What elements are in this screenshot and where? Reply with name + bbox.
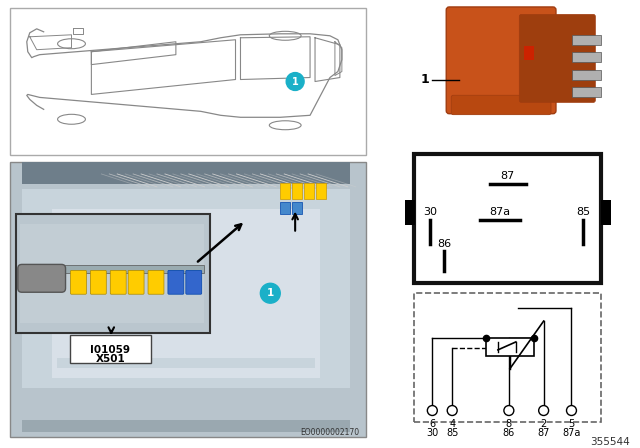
Bar [20,224,204,323]
Bar [524,46,534,60]
Bar [572,87,600,97]
Text: 4: 4 [449,419,455,430]
Text: 1: 1 [292,77,298,86]
Text: 87a: 87a [563,428,580,439]
Text: 87a: 87a [490,207,511,217]
Text: 85: 85 [446,428,458,439]
Bar [16,214,210,333]
Text: 87: 87 [500,171,515,181]
Bar [486,338,534,356]
Circle shape [566,405,577,415]
FancyBboxPatch shape [128,270,144,294]
Bar [52,209,320,378]
Text: 5: 5 [568,419,575,430]
Text: 1: 1 [420,73,429,86]
FancyBboxPatch shape [446,7,556,114]
Text: 85: 85 [577,207,591,217]
Bar [415,154,602,283]
Bar [22,189,350,388]
Bar [10,8,365,155]
FancyBboxPatch shape [18,264,65,292]
Circle shape [260,283,280,303]
Bar [316,183,326,199]
Circle shape [428,405,437,415]
FancyBboxPatch shape [451,95,551,115]
FancyBboxPatch shape [519,14,595,103]
Text: 86: 86 [503,428,515,439]
Bar [292,202,302,214]
Bar [56,358,315,368]
Text: 30: 30 [426,428,438,439]
Circle shape [504,405,514,415]
Bar [22,162,350,184]
Text: 30: 30 [423,207,437,217]
Text: 1: 1 [267,288,274,298]
Bar [572,69,600,79]
Bar [304,183,314,199]
Bar [22,421,350,432]
Bar [602,200,611,225]
FancyBboxPatch shape [110,270,126,294]
Bar [280,183,290,199]
Text: 8: 8 [506,419,512,430]
Bar [572,35,600,45]
Bar [406,200,415,225]
Bar [415,293,602,422]
Circle shape [447,405,457,415]
Bar [572,52,600,62]
Bar [10,162,365,437]
Text: EO0000002170: EO0000002170 [301,428,360,437]
FancyBboxPatch shape [70,270,86,294]
Text: 86: 86 [437,238,451,249]
Bar [20,265,204,273]
FancyBboxPatch shape [148,270,164,294]
Text: 2: 2 [541,419,547,430]
Bar [280,202,290,214]
Text: 87: 87 [538,428,550,439]
FancyBboxPatch shape [90,270,106,294]
Bar [292,183,302,199]
Text: 6: 6 [429,419,435,430]
Text: 355544: 355544 [590,437,630,448]
Circle shape [286,73,304,90]
Text: I01059: I01059 [90,345,131,355]
Circle shape [539,405,548,415]
FancyBboxPatch shape [168,270,184,294]
Bar [70,335,151,363]
Text: X501: X501 [95,354,125,364]
FancyBboxPatch shape [186,270,202,294]
